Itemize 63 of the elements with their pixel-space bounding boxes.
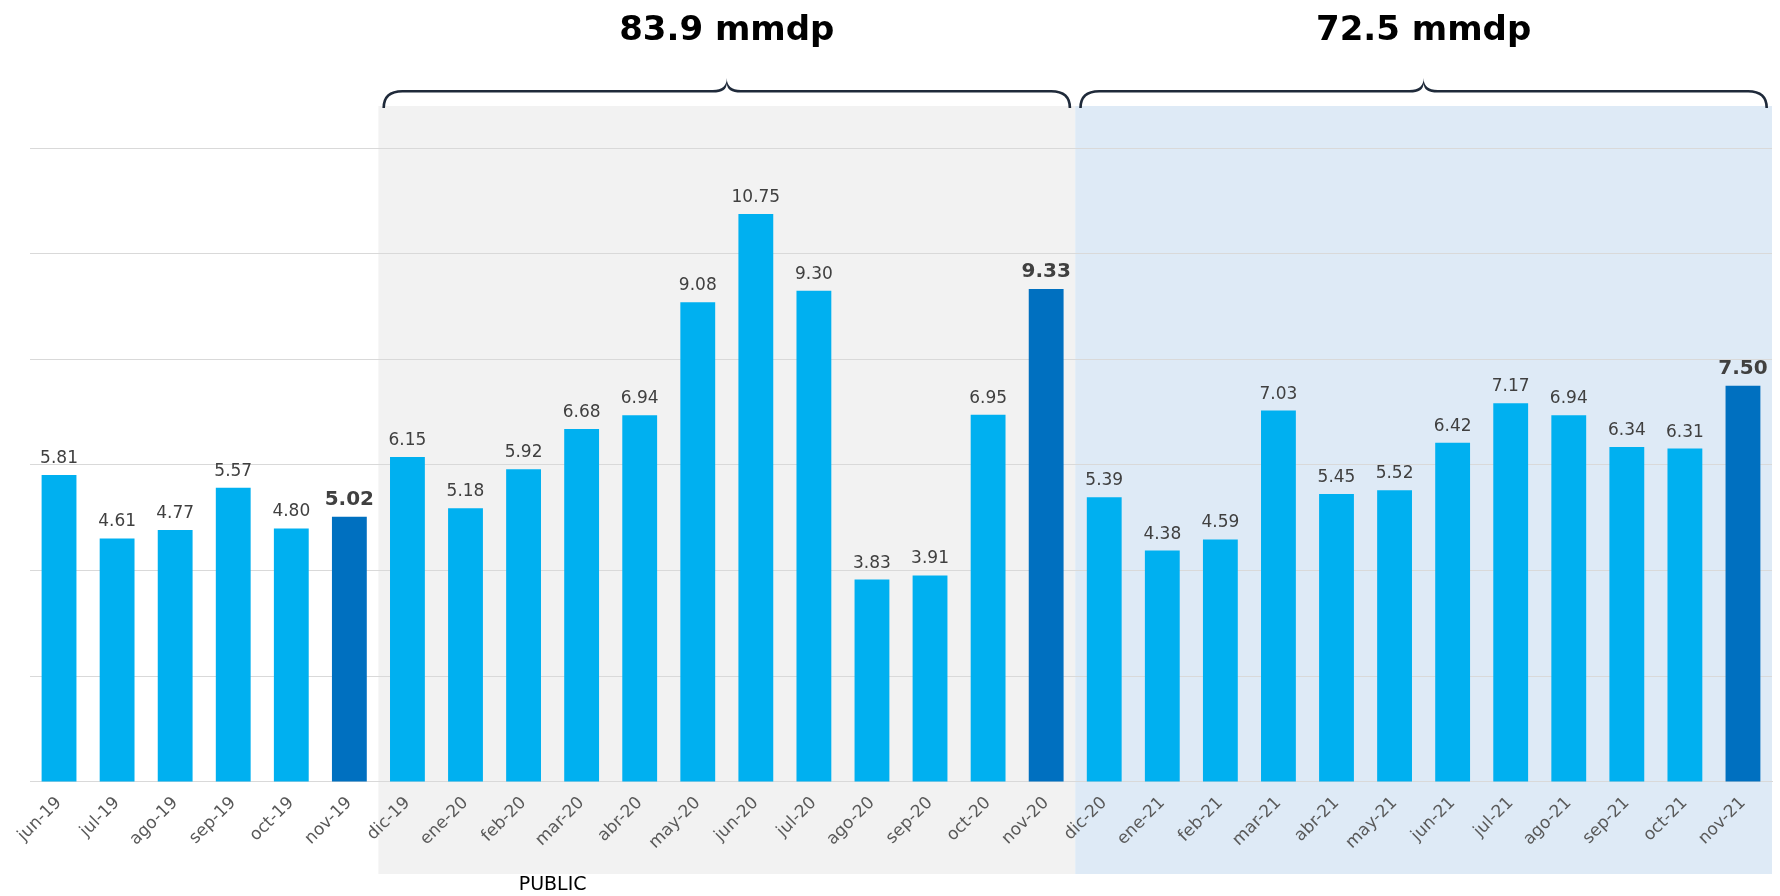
bar	[1086, 497, 1122, 782]
data-label: 5.81	[40, 447, 78, 468]
bar	[506, 469, 541, 782]
bar	[215, 487, 251, 782]
data-label: 3.91	[911, 547, 949, 568]
bar	[157, 529, 193, 782]
text: PUBLIC	[518, 872, 587, 894]
bar	[622, 415, 658, 782]
bar	[1202, 539, 1238, 782]
data-label: 6.94	[1549, 387, 1588, 408]
data-label: 6.42	[1433, 414, 1472, 435]
data-label: 6.31	[1665, 420, 1704, 441]
bar	[1144, 550, 1180, 782]
data-label: 6.94	[620, 387, 659, 408]
bar	[1493, 403, 1529, 782]
data-label: 4.80	[272, 500, 311, 521]
bar	[1377, 490, 1412, 782]
bar	[41, 475, 77, 782]
bar	[796, 290, 832, 782]
bar	[1028, 289, 1064, 782]
bar	[331, 516, 367, 782]
data-label: 5.02	[324, 485, 375, 510]
data-label: 9.08	[678, 274, 717, 295]
data-label: 7.03	[1259, 382, 1298, 403]
bar	[390, 457, 425, 782]
data-label: 7.17	[1491, 375, 1530, 396]
data-label: 6.15	[388, 429, 427, 450]
data-label: 5.18	[446, 480, 485, 501]
bar	[99, 538, 135, 782]
data-label: 5.39	[1085, 469, 1124, 490]
data-label: 5.92	[504, 441, 543, 462]
bar	[1667, 448, 1703, 782]
data-label: 9.30	[794, 262, 833, 283]
bar	[1725, 385, 1761, 782]
bar	[1609, 447, 1645, 782]
band-label: 83.9 mmdp	[619, 8, 835, 48]
data-label: 4.59	[1201, 511, 1240, 532]
bar	[448, 508, 483, 782]
data-label: 6.95	[969, 386, 1008, 407]
bar	[912, 575, 948, 782]
band-label: 72.5 mmdp	[1315, 8, 1532, 48]
data-label: 5.45	[1317, 466, 1356, 487]
data-label: 4.61	[98, 510, 137, 531]
data-label: 7.50	[1718, 354, 1768, 379]
data-label: 10.75	[731, 186, 781, 207]
bar	[1319, 494, 1354, 782]
bar	[1551, 415, 1587, 782]
bar	[970, 414, 1006, 782]
bar	[273, 528, 309, 782]
data-label: 5.52	[1375, 462, 1414, 483]
data-label: 6.34	[1607, 419, 1646, 440]
bar	[738, 214, 774, 782]
data-label: 6.68	[562, 401, 601, 422]
data-label: 3.83	[853, 551, 891, 572]
bar	[854, 579, 890, 782]
data-label: 5.57	[214, 459, 253, 480]
bar	[1435, 442, 1471, 782]
bar	[564, 429, 600, 782]
data-label: 4.38	[1143, 522, 1182, 543]
bar	[680, 302, 716, 782]
data-label: 4.77	[156, 501, 195, 522]
bar	[1261, 410, 1296, 782]
data-label: 9.33	[1021, 258, 1071, 283]
